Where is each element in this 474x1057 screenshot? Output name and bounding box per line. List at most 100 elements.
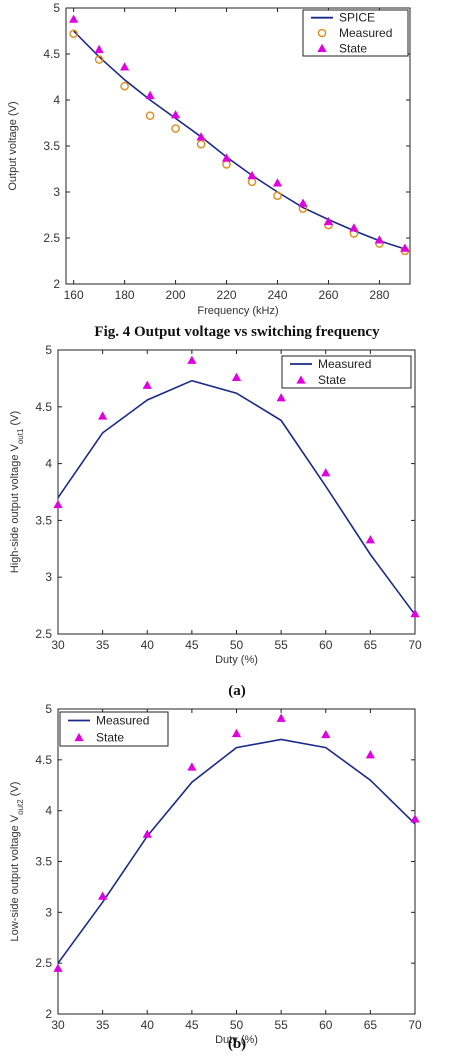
y-tick-label: 2 <box>53 277 60 291</box>
x-tick-label: 35 <box>96 1018 110 1032</box>
data-point-state <box>142 380 152 389</box>
y-tick-label: 3 <box>45 905 52 919</box>
x-tick-label: 260 <box>318 288 338 302</box>
y-tick-label: 4 <box>53 93 60 107</box>
x-tick-label: 30 <box>51 1018 65 1032</box>
x-tick-label: 45 <box>185 638 199 652</box>
data-point-state <box>276 393 286 402</box>
x-tick-label: 45 <box>185 1018 199 1032</box>
legend-key-triangle <box>317 43 327 53</box>
legend-label: State <box>318 373 346 387</box>
x-tick-label: 65 <box>364 1018 378 1032</box>
data-point-state <box>323 216 334 226</box>
legend-label: Measured <box>96 714 149 728</box>
data-point-state <box>69 14 79 23</box>
series-line-measured <box>57 738 416 964</box>
data-point-state <box>142 829 152 838</box>
y-tick-label: 3.5 <box>35 513 52 527</box>
chart-low-side-vs-duty: 30 35 40 45 50 55 60 65 70 2 2.5 3 3.5 4 4.5 5 Duty (%) L… <box>9 702 422 1046</box>
x-tick-label: 50 <box>230 1018 244 1032</box>
data-point-measured <box>171 124 180 133</box>
x-tick-label: 70 <box>408 1018 422 1032</box>
y-axis-label: Low-side output voltage Vout2 (V) <box>9 782 25 942</box>
legend: Measured State <box>59 711 169 747</box>
y-tick-label: 2 <box>45 1007 52 1021</box>
legend-key-triangle <box>74 732 84 742</box>
caption-b: (b) <box>228 1036 246 1052</box>
legend-label: SPICE <box>339 11 375 25</box>
x-tick-label: 40 <box>141 638 155 652</box>
plot-frame <box>57 349 416 635</box>
data-point-state <box>120 62 130 71</box>
data-point-state <box>53 963 63 972</box>
legend-key-triangle <box>296 375 306 384</box>
x-tick-label: 55 <box>274 638 288 652</box>
y-axis-label-subscript: out1 <box>16 428 25 444</box>
y-tick-label: 4.5 <box>43 47 60 61</box>
legend-label: Measured <box>339 26 392 40</box>
data-point-state <box>187 762 197 771</box>
series-line-spice <box>73 30 406 250</box>
data-point-state <box>53 499 63 509</box>
y-tick-label: 2.5 <box>35 627 52 641</box>
y-tick-label: 4 <box>45 457 52 471</box>
fig4-caption: Fig. 4 Output voltage vs switching frequ… <box>94 324 380 340</box>
data-point-state <box>276 713 286 722</box>
x-tick-label: 60 <box>319 638 333 652</box>
x-tick-label: 30 <box>51 638 65 652</box>
x-tick-label: 40 <box>141 1018 155 1032</box>
legend-label: Measured <box>318 357 371 371</box>
x-tick-label: 50 <box>230 638 244 652</box>
data-point-state <box>98 411 108 420</box>
chart-high-side-vs-duty: 30 35 40 45 50 55 60 65 70 2.5 3 3.5 4 4.5 5 Duty (%) Hi… <box>9 343 422 666</box>
y-tick-label: 5 <box>45 343 52 357</box>
y-axis-label-subscript: out2 <box>16 799 25 815</box>
chart-output-vs-frequency: 160 180 200 220 240 260 280 2 2.5 3 3.5 4 4.5 5 Freque… <box>7 1 411 317</box>
data-point-state <box>247 170 257 180</box>
data-point-state <box>272 178 283 187</box>
data-point-state <box>349 223 359 232</box>
data-point-state <box>98 891 108 900</box>
data-point-state <box>94 44 104 54</box>
series-line-measured <box>57 379 416 616</box>
data-point-state <box>231 728 242 738</box>
data-point-state <box>410 814 420 823</box>
data-point-state <box>400 243 410 252</box>
x-axis-label: Frequency (kHz) <box>197 305 278 317</box>
y-axis-label-unit: (V) <box>9 782 21 800</box>
data-point-measured <box>273 191 282 200</box>
y-tick-label: 4.5 <box>35 753 52 767</box>
x-tick-label: 65 <box>364 638 378 652</box>
x-tick-label: 180 <box>115 288 135 302</box>
x-tick-label: 280 <box>369 288 389 302</box>
data-point-measured <box>94 55 104 64</box>
legend-key-circle <box>317 28 327 38</box>
data-point-measured <box>145 111 155 120</box>
y-axis-label-main: Low-side output voltage V <box>9 814 21 941</box>
data-point-state <box>321 729 331 739</box>
y-tick-label: 4.5 <box>35 400 52 414</box>
data-point-state <box>196 132 206 141</box>
y-tick-label: 2.5 <box>43 231 60 245</box>
data-point-measured <box>69 29 78 39</box>
x-tick-label: 35 <box>96 638 110 652</box>
x-tick-label: 220 <box>217 288 237 302</box>
data-point-state <box>298 198 308 207</box>
y-axis-label-main: High-side output voltage V <box>9 443 21 573</box>
caption-a: (a) <box>228 683 246 699</box>
x-tick-label: 70 <box>408 638 422 652</box>
data-point-state <box>365 750 375 759</box>
x-tick-label: 240 <box>267 288 287 302</box>
x-tick-label: 200 <box>166 288 186 302</box>
data-point-state <box>374 235 385 244</box>
data-point-state <box>170 110 181 119</box>
data-point-state <box>365 535 375 544</box>
legend-label: State <box>339 41 367 55</box>
legend-label: State <box>96 731 124 745</box>
y-tick-label: 3 <box>53 185 60 199</box>
y-tick-label: 3.5 <box>43 139 60 153</box>
x-axis-label: Duty (%) <box>215 654 258 666</box>
x-axis-label: Duty (%) <box>215 1034 258 1046</box>
y-tick-label: 4 <box>45 804 52 818</box>
